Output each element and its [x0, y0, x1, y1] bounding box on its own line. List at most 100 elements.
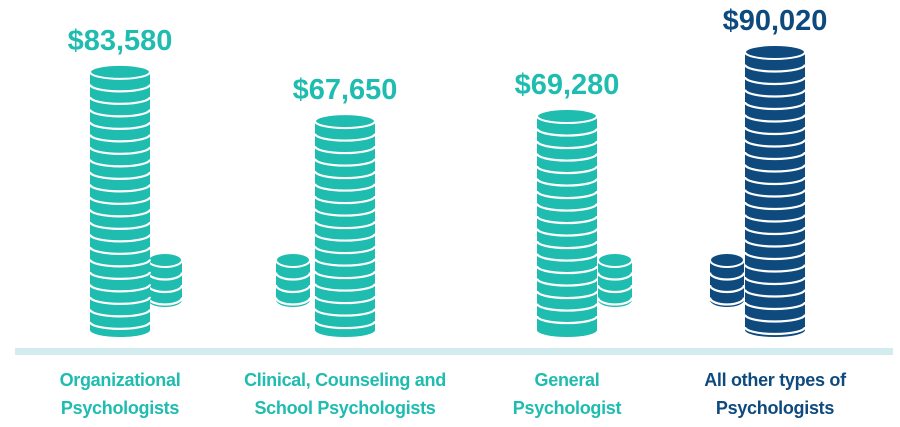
coin-edge — [88, 109, 152, 118]
side-coins — [274, 252, 312, 307]
coin-edge — [88, 146, 152, 155]
coin-edge — [743, 251, 807, 261]
coin-edge — [313, 170, 377, 180]
coin-edge — [535, 140, 599, 150]
coin-edge — [743, 176, 807, 186]
value-label: $83,580 — [68, 25, 173, 57]
coin-edge — [743, 201, 807, 211]
category-label: General Psychologist — [512, 370, 622, 418]
coin-edge — [743, 139, 807, 148]
coin-edge — [313, 258, 377, 267]
coin-edge — [743, 326, 807, 336]
coin-edge — [743, 101, 807, 111]
coin-edge — [535, 278, 599, 287]
coin-edge — [743, 264, 807, 273]
coin-top — [275, 252, 311, 268]
coin-edge — [88, 196, 152, 205]
coin-edge — [535, 253, 599, 262]
coin-edge — [88, 96, 152, 105]
coin-edge — [313, 208, 377, 217]
coin-edge — [535, 265, 599, 275]
coin-edge — [743, 114, 807, 123]
value-label: $90,020 — [723, 5, 828, 37]
coin-edge — [535, 190, 599, 200]
coin-edge — [743, 276, 807, 286]
coin-edge — [313, 308, 377, 317]
coin-edge — [596, 272, 634, 281]
coin-edge — [743, 151, 807, 161]
coin-edge — [313, 283, 377, 292]
coin-top — [597, 252, 633, 268]
coin-edge — [708, 297, 746, 306]
coin-top — [89, 63, 151, 80]
coin-edge — [596, 284, 634, 294]
coin-edge — [88, 271, 152, 280]
coin-edge — [743, 226, 807, 236]
coin-edge — [313, 145, 377, 155]
coin-edge — [535, 215, 599, 225]
coin-edge — [313, 295, 377, 305]
coin-edge — [743, 64, 807, 73]
coin-stack — [743, 44, 807, 337]
coin-edge — [535, 228, 599, 237]
side-coins — [596, 252, 634, 307]
coin-body — [710, 260, 744, 307]
coin-body — [276, 260, 310, 307]
coin-edge — [596, 297, 634, 306]
coin-edge — [708, 284, 746, 294]
coin-edge — [88, 134, 152, 143]
coin-edge — [743, 214, 807, 223]
coin-edge — [743, 301, 807, 311]
coin-stack — [88, 63, 152, 337]
coin-edge — [88, 296, 152, 305]
coin-edge — [88, 321, 152, 330]
category-label: All other types of Psychologists — [704, 370, 846, 418]
category-label: Clinical, Counseling and School Psycholo… — [244, 370, 446, 418]
coin-edge — [535, 303, 599, 312]
coin-edge — [743, 126, 807, 136]
coin-edge — [313, 320, 377, 330]
coin-edge — [88, 84, 152, 93]
coin-edge — [274, 284, 312, 294]
coin-top — [314, 113, 376, 130]
coin-top — [147, 252, 183, 268]
coin-edge — [313, 133, 377, 142]
coin-stack — [535, 108, 599, 338]
coin-edge — [535, 290, 599, 300]
coin-edge — [274, 272, 312, 281]
coin-edge — [535, 128, 599, 137]
bar — [537, 116, 597, 338]
coin-edge — [535, 240, 599, 250]
coin-edge — [313, 245, 377, 255]
value-label: $67,650 — [293, 74, 398, 106]
coin-edge — [535, 178, 599, 187]
coin-edge — [743, 239, 807, 248]
category-label: Organizational Psychologists — [59, 370, 181, 418]
coin-edge — [313, 220, 377, 230]
coin-body — [598, 260, 632, 307]
coin-edge — [313, 195, 377, 205]
coin-top — [709, 252, 745, 268]
coin-edge — [313, 158, 377, 167]
coin-edge — [743, 89, 807, 98]
coin-edge — [313, 270, 377, 280]
coin-edge — [88, 159, 152, 168]
coin-edge — [743, 314, 807, 323]
coin-edge — [708, 272, 746, 281]
coin-edge — [88, 171, 152, 180]
side-coins — [146, 252, 184, 307]
coin-edge — [88, 209, 152, 218]
coin-edge — [88, 221, 152, 230]
coin-edge — [88, 284, 152, 293]
coin-top — [744, 44, 806, 60]
bar — [745, 52, 805, 337]
coin-edge — [535, 153, 599, 162]
coin-edge — [743, 164, 807, 173]
coin-stack — [313, 113, 377, 337]
coin-edge — [535, 165, 599, 175]
side-coins — [708, 252, 746, 307]
coin-edge — [743, 76, 807, 86]
coin-edge — [743, 189, 807, 198]
